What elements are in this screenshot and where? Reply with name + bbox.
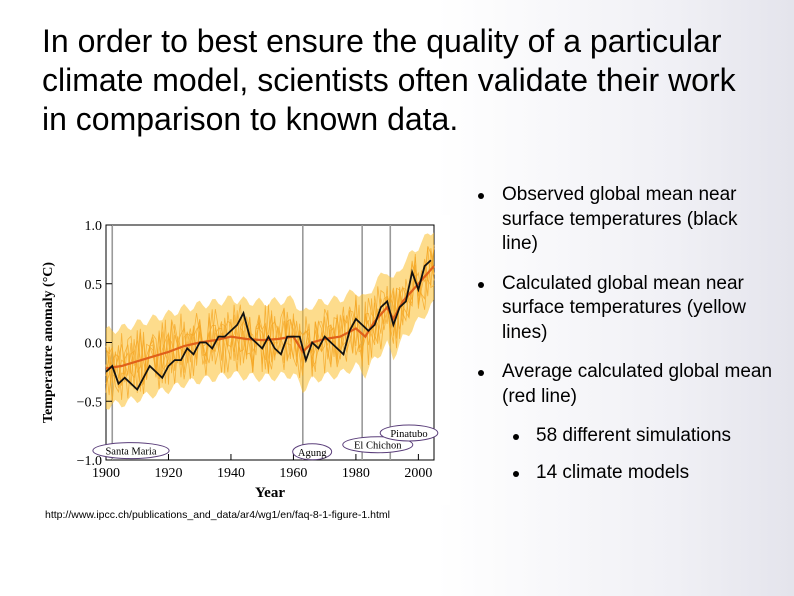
volcano-label: El Chichon	[354, 441, 402, 452]
simulation-line	[105, 248, 435, 394]
volcano-label: Santa Maria	[105, 447, 156, 458]
sub-bullet-item-models: 14 climate models	[510, 461, 775, 486]
bullet-item-observed: Observed global mean near surface temper…	[475, 183, 775, 257]
sub-bullet-item-simulations: 58 different simulations	[510, 424, 775, 449]
y-tick-label: −1.0	[77, 454, 102, 469]
volcano-label: Agung	[298, 448, 327, 459]
bullet-text: Observed global mean near surface temper…	[502, 184, 738, 254]
x-tick-label: 2000	[404, 466, 432, 481]
y-axis-label: Temperature anomaly (°C)	[41, 262, 56, 423]
temperature-chart-svg: −1.0 −0.5 0.0 0.5 1.0 1900 1920 1940 1960 1980 200…	[38, 215, 450, 505]
slide-title: In order to best ensure the quality of a…	[42, 23, 736, 137]
volcano-label: Pinatubo	[390, 429, 427, 440]
bullet-item-average: Average calculated global mean (red line…	[475, 360, 775, 485]
y-tick-label: 0.0	[85, 337, 103, 352]
sub-bullet-text: 14 climate models	[536, 461, 690, 483]
y-tick-label: 1.0	[85, 219, 103, 234]
temperature-chart: −1.0 −0.5 0.0 0.5 1.0 1900 1920 1940 1960 1980 200…	[38, 215, 450, 505]
volcano-label-ellipse	[92, 442, 170, 460]
volcano-label-ellipse	[379, 424, 439, 442]
bullet-item-calculated: Calculated global mean near surface temp…	[475, 272, 775, 346]
sub-bullet-list: 58 different simulations 14 climate mode…	[510, 424, 775, 485]
y-tick-label: −0.5	[77, 395, 102, 410]
volcano-label-ellipse	[342, 436, 414, 454]
bullet-text: Calculated global mean near surface temp…	[502, 272, 746, 343]
x-tick-label: 1960	[279, 466, 307, 481]
x-tick-label: 1980	[342, 466, 370, 481]
x-tick-label: 1940	[217, 466, 245, 481]
observed-line	[105, 259, 432, 391]
y-tick-label: 0.5	[85, 278, 103, 293]
sub-bullet-text: 58 different simulations	[536, 425, 732, 446]
bullet-list: Observed global mean near surface temper…	[475, 183, 775, 500]
x-tick-label: 1900	[92, 466, 120, 481]
x-axis-label: Year	[255, 485, 285, 501]
bullet-text: Average calculated global mean (red line…	[502, 361, 773, 407]
simulation-line	[105, 244, 435, 393]
x-tick-label: 1920	[154, 466, 182, 481]
source-url[interactable]: http://www.ipcc.ch/publications_and_data…	[45, 509, 390, 521]
volcano-label-ellipse	[292, 443, 333, 461]
